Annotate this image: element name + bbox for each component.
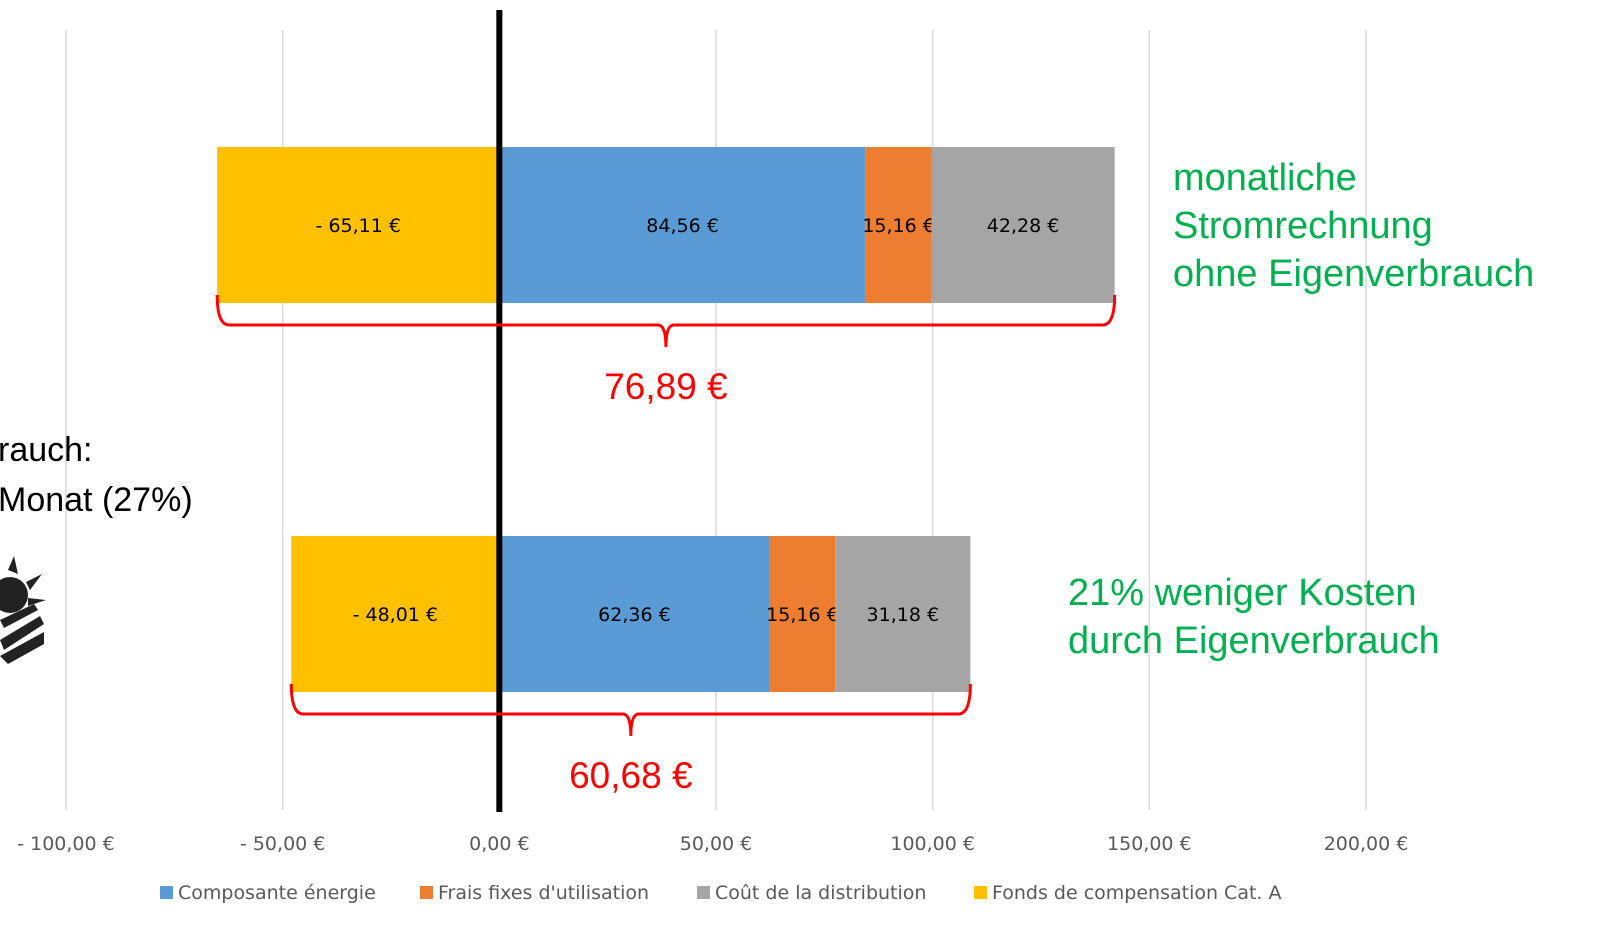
x-tick-label-4: 100,00 € xyxy=(890,833,975,855)
segment-label-1-1: 15,16 € xyxy=(766,604,839,626)
legend-swatch-0 xyxy=(160,886,173,899)
segment-label-0-2: 42,28 € xyxy=(987,215,1060,237)
segment-label-1-3: - 48,01 € xyxy=(353,604,438,626)
segment-label-0-0: 84,56 € xyxy=(646,215,719,237)
total-label-0: 76,89 € xyxy=(604,366,728,407)
legend-swatch-2 xyxy=(697,886,710,899)
segment-label-0-3: - 65,11 € xyxy=(316,215,401,237)
annotation-left-0: rauch: xyxy=(0,431,93,469)
bar-segment-1-2 xyxy=(835,536,971,692)
solar-sun-icon xyxy=(0,556,46,664)
total-brace-0 xyxy=(215,294,1117,348)
legend-swatch-1 xyxy=(420,886,433,899)
x-tick-label-1: - 50,00 € xyxy=(240,833,325,855)
bar-segment-1-1 xyxy=(769,536,836,692)
legend-label-3: Fonds de compensation Cat. A xyxy=(992,882,1282,904)
legend: Composante énergie Frais fixes d'utilisat… xyxy=(160,882,1282,904)
annotation-top-0: monatliche xyxy=(1173,157,1357,199)
annotation-top-2: ohne Eigenverbrauch xyxy=(1173,253,1534,295)
legend-swatch-3 xyxy=(974,886,987,899)
segment-label-1-2: 31,18 € xyxy=(867,604,940,626)
segment-label-0-1: 15,16 € xyxy=(862,215,935,237)
x-tick-label-0: - 100,00 € xyxy=(17,833,115,855)
legend-label-2: Coût de la distribution xyxy=(715,882,926,904)
total-braces: 76,89 € 60,68 € xyxy=(215,294,1117,796)
x-tick-label-6: 200,00 € xyxy=(1324,833,1409,855)
annotation-top-1: Stromrechnung xyxy=(1173,205,1433,247)
total-label-1: 60,68 € xyxy=(569,755,693,796)
x-tick-label-3: 50,00 € xyxy=(680,833,753,855)
bar-segment-0-2 xyxy=(931,147,1115,303)
annotations: monatliche Stromrechnung ohne Eigenverbrau… xyxy=(0,157,1534,662)
bar-segment-0-1 xyxy=(865,147,932,303)
total-brace-1 xyxy=(289,683,972,737)
x-tick-label-2: 0,00 € xyxy=(469,833,529,855)
bar-segment-0-3 xyxy=(217,147,500,303)
bar-segment-1-3 xyxy=(291,536,500,692)
annotation-bottom-0: 21% weniger Kosten xyxy=(1068,572,1417,614)
bar-segment-0-0 xyxy=(499,147,866,303)
bars: 84,56 € 15,16 € 42,28 € - 65,11 € 62,36 € 15,… xyxy=(217,147,1115,692)
annotation-left-1: Monat (27%) xyxy=(0,481,193,519)
bar-segment-1-0 xyxy=(499,536,770,692)
legend-label-1: Frais fixes d'utilisation xyxy=(438,882,649,904)
x-axis-ticks: - 100,00 € - 50,00 € 0,00 € 50,00 € 100,00 €… xyxy=(17,833,1408,855)
x-tick-label-5: 150,00 € xyxy=(1107,833,1192,855)
annotation-bottom-1: durch Eigenverbrauch xyxy=(1068,620,1440,662)
legend-label-0: Composante énergie xyxy=(178,882,376,904)
segment-label-1-0: 62,36 € xyxy=(598,604,671,626)
